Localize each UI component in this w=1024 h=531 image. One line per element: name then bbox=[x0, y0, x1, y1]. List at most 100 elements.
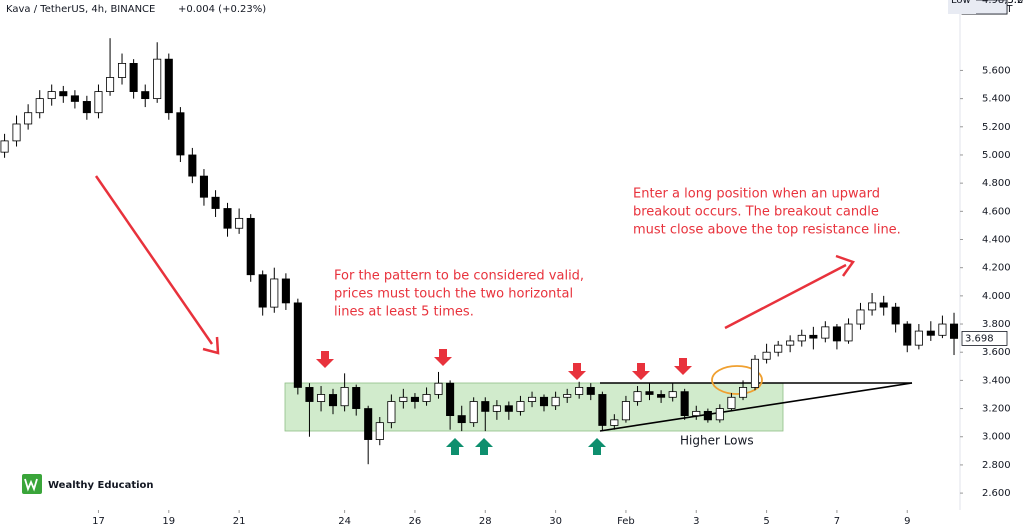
candle-body bbox=[223, 208, 232, 229]
candle-body bbox=[59, 91, 68, 97]
candle-body bbox=[809, 334, 818, 339]
candle-body bbox=[563, 394, 572, 398]
y-tick-label: 5.000 bbox=[982, 150, 1011, 161]
down-arrow-head bbox=[202, 336, 220, 355]
candle-body bbox=[246, 217, 255, 276]
candle-body bbox=[293, 302, 302, 388]
candle-body bbox=[410, 396, 419, 402]
candle-body bbox=[680, 391, 689, 417]
candle-body bbox=[305, 387, 314, 402]
candle-body bbox=[117, 62, 127, 78]
down-arrow bbox=[94, 175, 214, 345]
low-word: Low bbox=[951, 0, 971, 6]
candle-body bbox=[575, 387, 584, 395]
candle-body bbox=[35, 98, 44, 114]
up-arrow-head bbox=[835, 254, 855, 277]
candle-body bbox=[12, 123, 21, 142]
candle-body bbox=[598, 394, 607, 426]
y-tick-label: 4.600 bbox=[982, 206, 1011, 217]
x-tick-label: 19 bbox=[162, 516, 175, 527]
candle-body bbox=[211, 196, 220, 209]
candle-body bbox=[24, 112, 33, 125]
candle-body bbox=[422, 394, 431, 402]
candle-body bbox=[82, 101, 91, 114]
candle-body bbox=[364, 408, 373, 440]
candle-body bbox=[235, 217, 244, 229]
candle-body bbox=[106, 77, 115, 92]
candle-body bbox=[141, 91, 150, 100]
touch-arrow bbox=[588, 438, 606, 455]
candle-body bbox=[70, 95, 79, 102]
candle-body bbox=[153, 58, 162, 100]
y-tick-label: 4.000 bbox=[982, 291, 1011, 302]
y-tick-label: 3.800 bbox=[982, 319, 1011, 330]
candle-body bbox=[176, 112, 185, 156]
candle-body bbox=[949, 323, 959, 339]
x-tick-label: 5 bbox=[763, 516, 769, 527]
candle-body bbox=[774, 344, 783, 353]
candle-body bbox=[657, 394, 666, 398]
touch-arrow bbox=[446, 438, 464, 455]
pattern-note: prices must touch the two horizontal bbox=[334, 287, 573, 302]
candle-body bbox=[434, 382, 443, 395]
low-label: 4.98,5.06,5.18,5.26,5.35,5.37,5.33,5.25,… bbox=[982, 0, 1024, 6]
x-tick-label: 17 bbox=[92, 516, 105, 527]
candle-body bbox=[504, 405, 513, 412]
candle-body bbox=[903, 323, 912, 346]
y-tick-label: 4.200 bbox=[982, 263, 1011, 274]
x-tick-label: 21 bbox=[233, 516, 246, 527]
candle-body bbox=[868, 302, 877, 311]
entry-note: Enter a long position when an upward bbox=[633, 187, 880, 202]
y-tick-label: 2.600 bbox=[982, 488, 1011, 499]
touch-arrow bbox=[674, 358, 692, 375]
touch-arrow bbox=[632, 363, 650, 380]
y-tick-label: 5.600 bbox=[982, 65, 1011, 76]
rising-support-line bbox=[599, 382, 913, 432]
brand-name: Wealthy Education bbox=[48, 480, 154, 491]
candle-body bbox=[399, 396, 408, 402]
candle-body bbox=[645, 391, 654, 395]
candle-body bbox=[281, 278, 290, 304]
candle-body bbox=[528, 396, 537, 402]
trend-arrows bbox=[94, 175, 855, 355]
x-tick-label: 24 bbox=[338, 516, 351, 527]
candle-body bbox=[727, 396, 736, 409]
x-tick-label: Feb bbox=[617, 516, 635, 527]
y-tick-label: 5.400 bbox=[982, 94, 1011, 105]
candle-body bbox=[446, 382, 455, 417]
breakout-circle bbox=[711, 365, 763, 395]
candle-body bbox=[738, 387, 748, 398]
x-tick-label: 30 bbox=[549, 516, 562, 527]
brand-logo-mark bbox=[24, 478, 38, 492]
candle-body bbox=[317, 394, 326, 402]
higher-lows-label: Higher Lows bbox=[680, 434, 754, 448]
touch-arrow bbox=[316, 351, 334, 368]
x-tick-label: 7 bbox=[834, 516, 840, 527]
candle-body bbox=[821, 326, 830, 339]
y-tick-label: 3.400 bbox=[982, 375, 1011, 386]
annotation-drawings bbox=[22, 0, 961, 510]
y-tick-label: 4.400 bbox=[982, 235, 1011, 246]
candle-body bbox=[258, 274, 267, 308]
last-price-label: 3.698 bbox=[965, 333, 994, 344]
candle-body bbox=[586, 387, 595, 395]
pattern-note: For the pattern to be considered valid, bbox=[334, 269, 584, 284]
touch-arrows-bottom bbox=[446, 438, 606, 455]
candle-body bbox=[762, 351, 771, 360]
candle-body bbox=[539, 396, 549, 407]
x-tick-label: 3 bbox=[693, 516, 699, 527]
candle-body bbox=[610, 419, 619, 426]
y-tick-label: 4.800 bbox=[982, 178, 1011, 189]
candle-body bbox=[938, 323, 947, 336]
pattern-note: lines at least 5 times. bbox=[334, 305, 474, 320]
candle-body bbox=[879, 302, 888, 308]
x-tick-label: 26 bbox=[409, 516, 422, 527]
candle-body bbox=[188, 154, 197, 177]
y-tick-label: 5.200 bbox=[982, 122, 1011, 133]
low-word-box bbox=[948, 0, 976, 14]
candle-body bbox=[129, 62, 138, 92]
candle-body bbox=[797, 334, 806, 342]
candle-body bbox=[469, 401, 478, 424]
candle-body bbox=[47, 91, 56, 100]
candle-body bbox=[328, 394, 338, 407]
